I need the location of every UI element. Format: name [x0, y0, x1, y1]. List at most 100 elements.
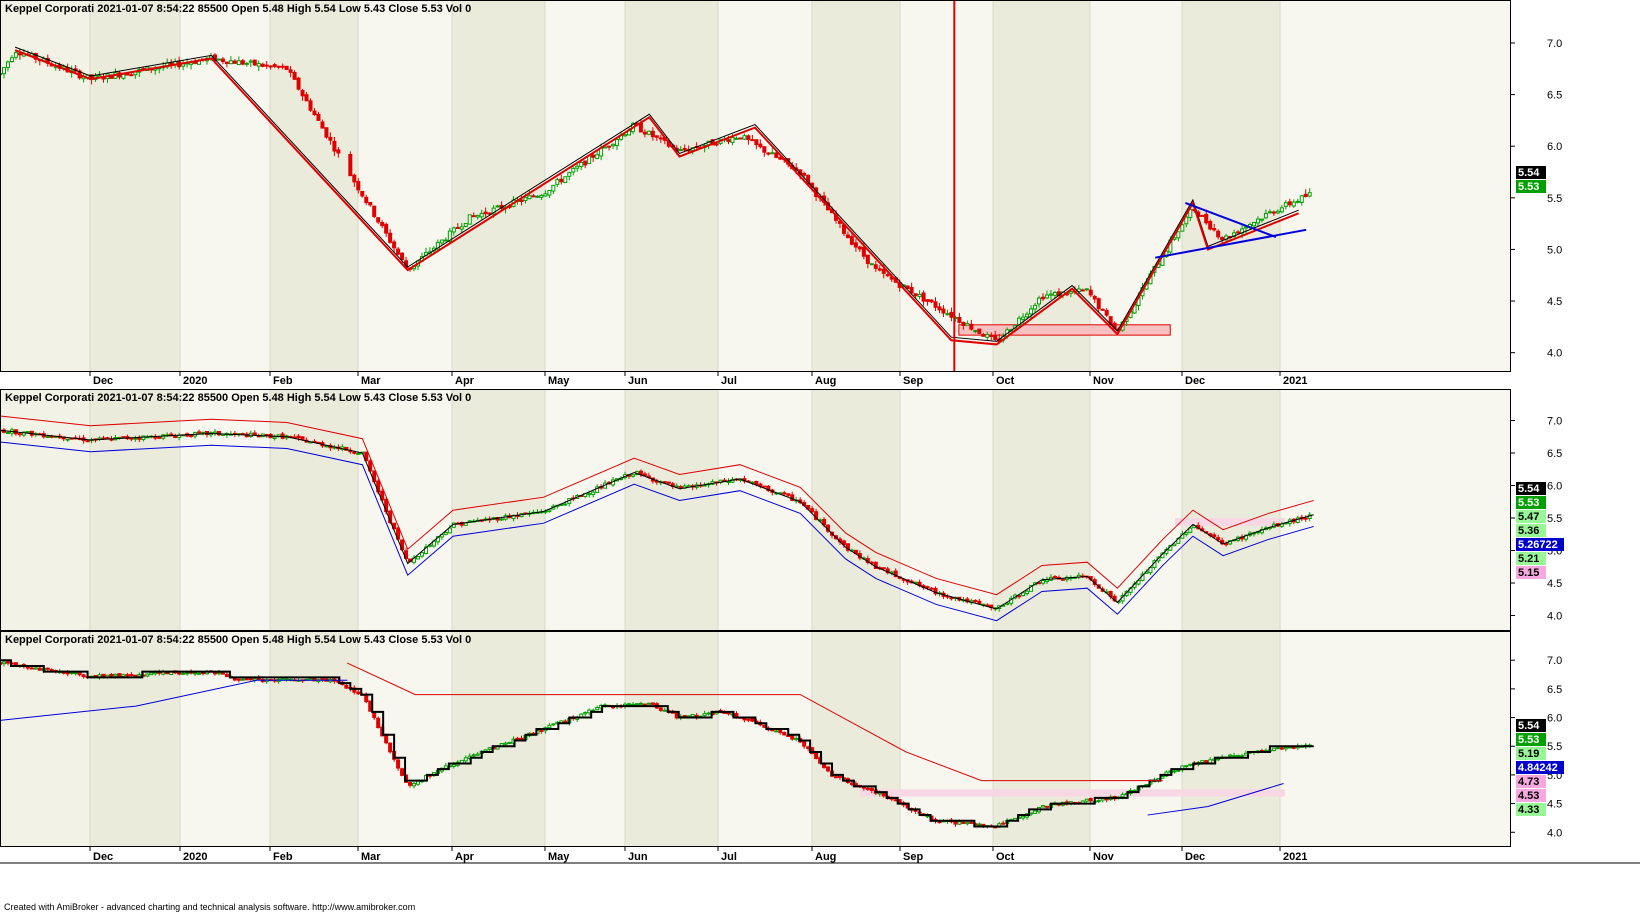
candle-body: [841, 540, 846, 546]
candle-body: [376, 217, 381, 223]
candle-body: [869, 787, 874, 791]
candle-body: [17, 433, 22, 436]
candle-body: [1029, 308, 1034, 315]
month-band: [625, 389, 718, 630]
candle-body: [1279, 207, 1284, 213]
candle-body: [682, 715, 687, 718]
candle-body: [117, 673, 122, 677]
price-label-lightgreen: [1516, 510, 1546, 523]
candle-body: [1176, 769, 1181, 772]
candle-body: [121, 73, 126, 79]
candle-body: [845, 543, 850, 551]
candle-body: [977, 823, 982, 826]
trailing-stop-line: [0, 441, 1314, 622]
candle-body: [746, 718, 751, 721]
candle-body: [1176, 231, 1181, 239]
month-band: [812, 389, 900, 630]
candle-body: [993, 335, 998, 340]
y-tick-label: 6.5: [1547, 448, 1562, 460]
candle-body: [1005, 602, 1010, 605]
month-band: [993, 0, 1090, 371]
candle-body: [1251, 221, 1256, 227]
candle-body: [909, 287, 914, 294]
price-label-green: [1516, 733, 1546, 746]
candle-body: [1287, 201, 1292, 206]
candle-body: [439, 239, 444, 244]
candle-body: [1244, 226, 1249, 229]
resistance-zone: [860, 789, 1285, 797]
candle-body: [937, 821, 942, 824]
price-label-lightgreen: [1516, 524, 1546, 537]
y-tick-label: 4.0: [1547, 348, 1562, 360]
candle-body: [392, 241, 397, 249]
x-tick-label: Dec: [93, 851, 113, 863]
x-tick-label: Mar: [361, 375, 381, 387]
candle-body: [388, 232, 393, 243]
candle-body: [228, 60, 233, 65]
triangle-lower-line: [1154, 228, 1307, 259]
candle-body: [662, 481, 667, 484]
candle-body: [29, 667, 34, 670]
candle-body: [1224, 543, 1229, 546]
price-label-pink: [1516, 775, 1546, 788]
candle-body: [1216, 537, 1221, 541]
candle-body: [189, 434, 194, 437]
candle-body: [515, 737, 520, 740]
candle-body: [1212, 534, 1217, 538]
candle-body: [336, 149, 341, 154]
price-label-text: 4.33: [1518, 804, 1539, 816]
price-label-text: 5.53: [1518, 181, 1539, 193]
candle-body: [802, 741, 807, 747]
candle-body: [1283, 747, 1288, 750]
candle-body: [499, 518, 504, 521]
candle-body: [423, 546, 428, 555]
candle-body: [523, 196, 528, 201]
x-tick-label: Dec: [1185, 851, 1205, 863]
candle-body: [662, 709, 667, 712]
candle-body: [1044, 579, 1049, 583]
candle-body: [141, 435, 146, 441]
candle-body: [280, 65, 285, 68]
price-label-text: 5.15: [1518, 567, 1539, 579]
candle-body: [1295, 200, 1300, 203]
candle-body: [1267, 211, 1272, 214]
candle-body: [5, 431, 10, 434]
candle-body: [587, 493, 592, 496]
candle-body: [85, 440, 90, 443]
candle-body: [1021, 316, 1026, 320]
candle-body: [1040, 296, 1045, 300]
candle-body: [137, 673, 142, 677]
candle-body: [678, 149, 683, 152]
y-tick-label: 7.0: [1547, 38, 1562, 50]
candle-body: [408, 782, 413, 786]
panel-bottom: Keppel Corporati 2021-01-07 8:54:22 8550…: [0, 631, 1564, 863]
candle-body: [1025, 590, 1030, 595]
candle-body: [630, 474, 635, 477]
candle-body: [1033, 810, 1038, 814]
y-tick-label: 5.5: [1547, 513, 1562, 525]
candle-body: [396, 248, 401, 255]
candle-body: [750, 718, 755, 722]
candle-body: [129, 74, 134, 77]
candle-body: [646, 130, 651, 135]
x-tick-label: 2021: [1283, 375, 1307, 387]
candle-body: [563, 503, 568, 506]
price-label-text: 5.26722: [1518, 539, 1558, 551]
candle-body: [881, 792, 886, 797]
candle-body: [503, 742, 508, 745]
candle-body: [1279, 747, 1284, 750]
candle-body: [921, 292, 926, 302]
candle-body: [45, 436, 50, 439]
candle-body: [1092, 295, 1097, 300]
candle-body: [925, 586, 930, 589]
candle-body: [961, 321, 966, 327]
candle-body: [913, 293, 918, 297]
candle-body: [1188, 527, 1193, 533]
candle-body: [1184, 532, 1189, 535]
candle-body: [706, 712, 711, 715]
y-tick-label: 4.0: [1547, 827, 1562, 839]
candle-body: [634, 703, 639, 706]
candle-body: [1096, 298, 1101, 310]
swing-line: [0, 429, 1314, 610]
